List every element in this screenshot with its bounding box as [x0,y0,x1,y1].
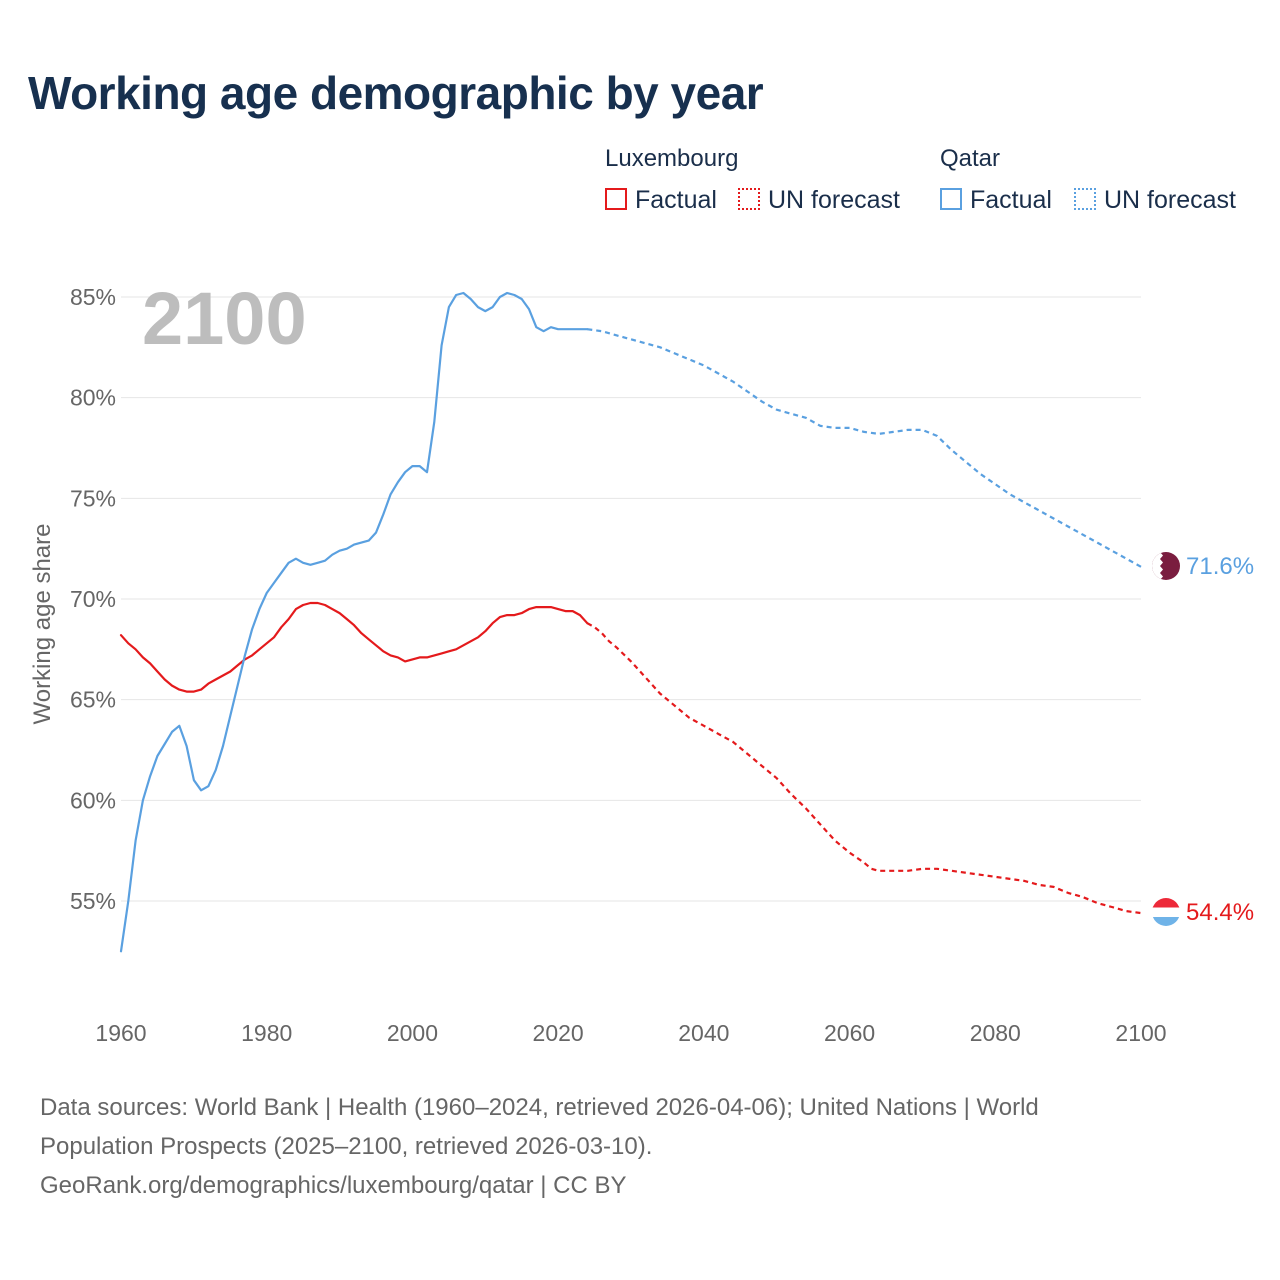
y-tick-label: 85% [70,284,116,310]
legend-swatch-qatar-factual [940,188,962,210]
legend-swatch-qatar-forecast [1074,188,1096,210]
x-tick-label: 2100 [1115,1020,1166,1046]
line-chart: 55% 60% 65% 70% 75% 80% 85% 1960 1980 2000 2020 20… [29,277,1254,1046]
end-label-luxembourg: 54.4% [1186,899,1254,926]
footer-attribution[interactable]: GeoRank.org/demographics/luxembourg/qata… [40,1172,627,1199]
footer-source-line-2: Population Prospects (2025–2100, retriev… [40,1133,653,1160]
footer-source-line-1: Data sources: World Bank | Health (1960–… [40,1094,1039,1121]
legend-label-qatar-factual: Factual [970,186,1052,214]
x-tick-label: 1980 [241,1020,292,1046]
y-axis-ticks: 55% 60% 65% 70% 75% 80% 85% [70,284,116,914]
luxembourg-flag-icon [1152,898,1180,926]
y-tick-label: 60% [70,787,116,813]
y-tick-label: 80% [70,385,116,411]
y-tick-label: 55% [70,888,116,914]
series-layer [119,291,1142,953]
y-tick-label: 75% [70,485,116,511]
x-tick-label: 2000 [387,1020,438,1046]
legend-swatch-luxembourg-forecast [738,188,760,210]
y-tick-label: 65% [70,687,116,713]
qatar-flag-icon [1152,552,1180,580]
y-tick-label: 70% [70,586,116,612]
x-tick-label: 2060 [824,1020,875,1046]
year-watermark: 2100 [142,277,307,360]
legend-label-luxembourg-forecast: UN forecast [768,186,900,214]
legend-group-luxembourg: Luxembourg [605,145,739,172]
x-tick-label: 1960 [95,1020,146,1046]
x-tick-label: 2040 [678,1020,729,1046]
grid-lines [121,296,1141,902]
qatar-factual-line[interactable] [119,291,589,953]
x-tick-label: 2080 [970,1020,1021,1046]
legend: Luxembourg Factual UN forecast Qatar Fac… [0,0,1280,230]
end-label-qatar: 71.6% [1186,553,1254,580]
legend-label-qatar-forecast: UN forecast [1104,186,1236,214]
legend-swatch-luxembourg-factual [605,188,627,210]
x-axis-ticks: 1960 1980 2000 2020 2040 2060 2080 2100 [95,1020,1166,1046]
luxembourg-factual-line[interactable] [119,601,589,693]
luxembourg-forecast-line[interactable] [586,622,1142,915]
footer: Data sources: World Bank | Health (1960–… [40,1088,1240,1205]
legend-label-luxembourg-factual: Factual [635,186,717,214]
qatar-forecast-line[interactable] [587,328,1142,568]
x-tick-label: 2020 [533,1020,584,1046]
y-axis-label: Working age share [29,524,56,725]
chart-title: Working age demographic by year [28,67,764,119]
legend-group-qatar: Qatar [940,145,1001,172]
